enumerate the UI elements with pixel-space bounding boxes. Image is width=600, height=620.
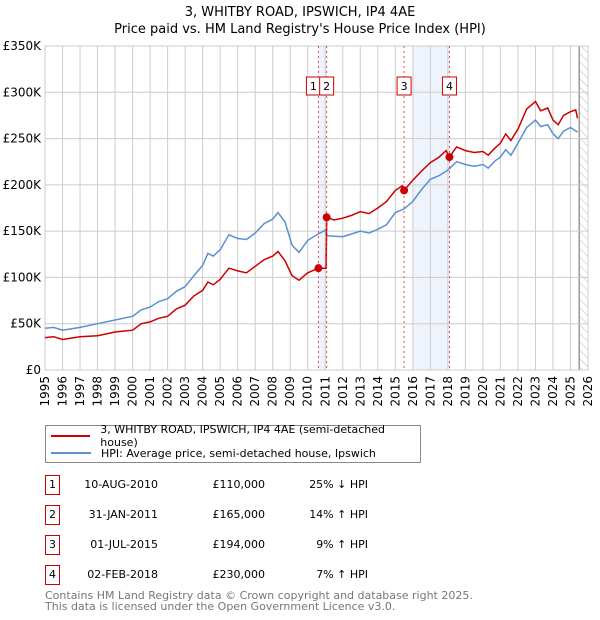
- x-tick-label: 2009: [283, 376, 297, 407]
- sale-price: £194,000: [212, 538, 266, 551]
- y-tick-label: £0: [26, 363, 41, 377]
- sale-price: £110,000: [212, 478, 266, 491]
- x-tick-label: 2026: [581, 376, 595, 407]
- y-tick-label: £150K: [3, 224, 43, 238]
- x-tick-label: 2019: [458, 376, 472, 407]
- y-tick-label: £350K: [3, 39, 43, 53]
- x-tick-label: 1996: [56, 376, 70, 407]
- y-tick-label: £300K: [3, 85, 43, 99]
- sale-row: 4 02-FEB-2018 £230,000 7% ↑ HPI: [45, 565, 465, 587]
- x-tick-label: 2005: [213, 376, 227, 407]
- x-tick-label: 2015: [388, 376, 402, 407]
- sale-label-box: [441, 76, 457, 96]
- sale-point: [400, 186, 409, 195]
- x-tick-label: 2006: [231, 376, 245, 407]
- sale-row: 2 31-JAN-2011 £165,000 14% ↑ HPI: [45, 505, 465, 527]
- legend-label: HPI: Average price, semi-detached house,…: [101, 446, 376, 460]
- x-tick-label: 2013: [353, 376, 367, 407]
- legend-label: 3, WHITBY ROAD, IPSWICH, IP4 4AE (semi-d…: [100, 423, 385, 449]
- chart-subtitle: Price paid vs. HM Land Registry's House …: [114, 22, 486, 37]
- chart-title: 3, WHITBY ROAD, IPSWICH, IP4 4AE: [184, 5, 416, 20]
- sale-number: 3: [45, 535, 60, 555]
- sale-date: 31-JAN-2011: [88, 508, 158, 521]
- forecast-hatch: [579, 46, 588, 370]
- sale-hpi-diff: 14% ↑ HPI: [309, 508, 368, 521]
- sale-number: 2: [45, 505, 60, 525]
- y-tick-label: £100K: [3, 270, 43, 284]
- sale-label-box: [319, 76, 335, 96]
- y-tick-label: £200K: [3, 178, 43, 192]
- legend-swatch-red: [51, 435, 91, 437]
- x-tick-label: 2011: [318, 376, 332, 407]
- x-tick-label: 2001: [143, 376, 157, 407]
- footer-licence: This data is licensed under the Open Gov…: [45, 600, 396, 613]
- sale-price: £165,000: [212, 508, 266, 521]
- chart-legend: 3, WHITBY ROAD, IPSWICH, IP4 4AE (semi-d…: [45, 423, 421, 463]
- legend-item-hpi: HPI: Average price, semi-detached house,…: [51, 445, 376, 461]
- y-tick-label: £50K: [10, 317, 42, 331]
- shaded-period: [412, 46, 450, 370]
- x-tick-label: 2010: [301, 376, 315, 407]
- hpi-line: [44, 119, 578, 331]
- x-tick-label: 2004: [196, 376, 210, 407]
- x-tick-label: 2023: [528, 376, 542, 407]
- sale-price: £230,000: [212, 568, 266, 581]
- sale-label-box: [396, 76, 412, 96]
- x-tick-label: 2003: [178, 376, 192, 407]
- sale-hpi-diff: 7% ↑ HPI: [316, 568, 368, 581]
- sale-date: 02-FEB-2018: [87, 568, 158, 581]
- sale-point: [314, 264, 323, 273]
- sale-label: 1: [310, 80, 317, 93]
- sale-hpi-diff: 25% ↓ HPI: [309, 478, 368, 491]
- sale-label: 2: [323, 80, 330, 93]
- x-tick-label: 2018: [441, 376, 455, 407]
- x-tick-label: 2014: [371, 376, 385, 407]
- sale-point: [445, 153, 454, 162]
- x-tick-label: 2000: [126, 376, 140, 407]
- x-tick-label: 2022: [511, 376, 525, 407]
- plot-border: [44, 45, 589, 371]
- x-tick-label: 1998: [91, 376, 105, 407]
- price-chart: £0 £50K £100K £150K £200K £250K £300K £350K 1995…: [3, 39, 595, 407]
- footer-copyright: Contains HM Land Registry data © Crown c…: [45, 589, 473, 602]
- legend-swatch-blue: [51, 452, 91, 454]
- x-tick-label: 1997: [73, 376, 87, 407]
- x-tick-label: 2024: [546, 376, 560, 407]
- sale-row: 1 10-AUG-2010 £110,000 25% ↓ HPI: [45, 475, 465, 497]
- x-tick-label: 2007: [248, 376, 262, 407]
- sale-label: 4: [446, 80, 453, 93]
- x-tick-label: 2021: [493, 376, 507, 407]
- x-tick-label: 2012: [336, 376, 350, 407]
- x-tick-label: 2025: [563, 376, 577, 407]
- sale-date: 10-AUG-2010: [84, 478, 158, 491]
- sale-label: 3: [401, 80, 408, 93]
- y-tick-label: £250K: [3, 132, 43, 146]
- sale-number: 4: [45, 565, 60, 585]
- sale-hpi-diff: 9% ↑ HPI: [316, 538, 368, 551]
- property-price-line: [44, 100, 579, 341]
- x-tick-label: 2017: [423, 376, 437, 407]
- x-tick-label: 2016: [406, 376, 420, 407]
- sale-number: 1: [45, 475, 60, 495]
- x-tick-label: 2020: [476, 376, 490, 407]
- shaded-period: [318, 46, 327, 370]
- x-tick-label: 1995: [38, 376, 52, 407]
- sale-row: 3 01-JUL-2015 £194,000 9% ↑ HPI: [45, 535, 465, 557]
- legend-item-property: 3, WHITBY ROAD, IPSWICH, IP4 4AE (semi-d…: [51, 423, 420, 449]
- x-tick-label: 2008: [266, 376, 280, 407]
- x-tick-label: 1999: [108, 376, 122, 407]
- sale-date: 01-JUL-2015: [90, 538, 158, 551]
- sale-point: [322, 213, 331, 222]
- x-tick-label: 2002: [161, 376, 175, 407]
